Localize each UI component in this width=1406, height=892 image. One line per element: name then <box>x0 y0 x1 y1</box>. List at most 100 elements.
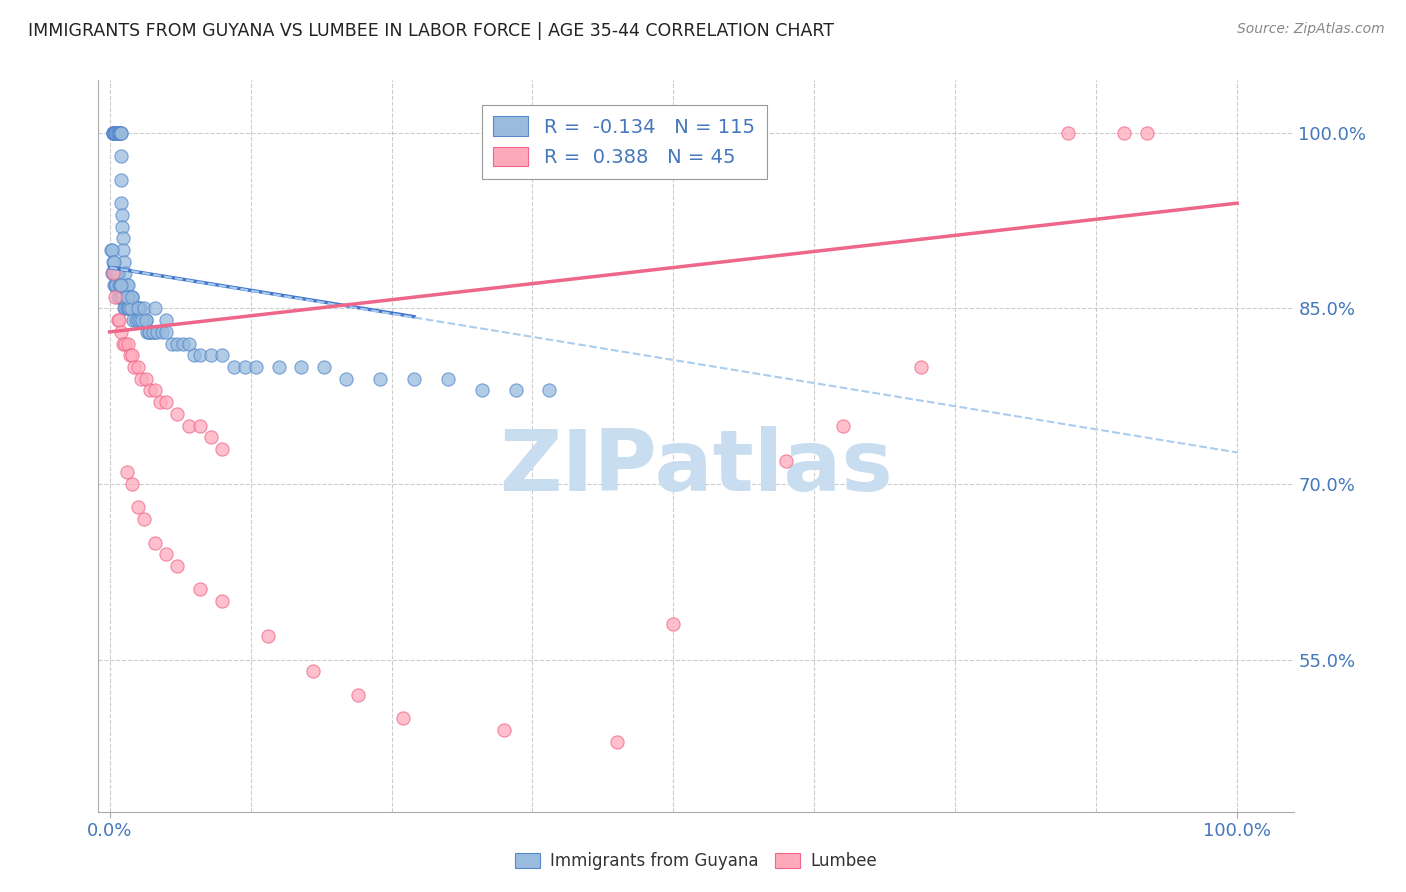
Point <box>127 313 149 327</box>
Point <box>124 359 146 374</box>
Point <box>105 126 128 140</box>
Point <box>404 372 426 386</box>
Point <box>1057 126 1080 140</box>
Point <box>122 313 145 327</box>
Point <box>115 301 138 316</box>
Point <box>346 688 368 702</box>
Point <box>662 617 685 632</box>
Point <box>177 336 200 351</box>
Point <box>149 395 172 409</box>
Point <box>127 301 149 316</box>
Legend: Immigrants from Guyana, Lumbee: Immigrants from Guyana, Lumbee <box>509 846 883 877</box>
Point <box>104 266 127 280</box>
Text: Source: ZipAtlas.com: Source: ZipAtlas.com <box>1237 22 1385 37</box>
Point <box>505 384 527 398</box>
Point <box>245 359 267 374</box>
Point <box>107 126 129 140</box>
Point <box>143 384 166 398</box>
Point <box>127 359 149 374</box>
Point <box>114 336 136 351</box>
Point <box>141 325 163 339</box>
Point <box>155 325 177 339</box>
Point <box>134 313 156 327</box>
Point <box>200 348 222 362</box>
Point <box>117 301 139 316</box>
Point <box>107 126 129 140</box>
Point <box>129 372 152 386</box>
Point <box>129 301 152 316</box>
Point <box>112 231 135 245</box>
Point <box>166 558 188 573</box>
Point <box>114 301 136 316</box>
Point <box>132 512 155 526</box>
Point <box>471 384 494 398</box>
Text: IMMIGRANTS FROM GUYANA VS LUMBEE IN LABOR FORCE | AGE 35-44 CORRELATION CHART: IMMIGRANTS FROM GUYANA VS LUMBEE IN LABO… <box>28 22 834 40</box>
Point <box>128 301 150 316</box>
Point <box>290 359 312 374</box>
Point <box>155 547 177 561</box>
Point <box>110 290 132 304</box>
Point <box>121 290 143 304</box>
Point <box>129 313 152 327</box>
Point <box>103 126 125 140</box>
Point <box>110 126 132 140</box>
Point <box>120 290 142 304</box>
Point <box>132 301 155 316</box>
Point <box>104 278 127 293</box>
Point <box>117 278 139 293</box>
Point <box>110 173 132 187</box>
Point <box>101 266 124 280</box>
Point <box>107 278 129 293</box>
Point <box>160 336 183 351</box>
Point <box>143 301 166 316</box>
Point <box>108 126 131 140</box>
Point <box>121 290 143 304</box>
Point <box>437 372 460 386</box>
Point <box>138 325 160 339</box>
Point <box>112 254 135 268</box>
Point <box>112 336 135 351</box>
Point <box>107 266 129 280</box>
Point <box>910 359 932 374</box>
Point <box>107 126 129 140</box>
Point <box>188 418 211 433</box>
Point <box>108 278 131 293</box>
Point <box>494 723 516 737</box>
Point <box>107 290 129 304</box>
Point <box>139 384 162 398</box>
Point <box>256 629 278 643</box>
Point <box>105 266 128 280</box>
Point <box>172 336 194 351</box>
Point <box>121 301 143 316</box>
Point <box>104 126 127 140</box>
Point <box>606 734 628 748</box>
Point <box>129 313 152 327</box>
Point <box>188 348 211 362</box>
Point <box>211 594 233 608</box>
Point <box>103 126 125 140</box>
Point <box>112 301 135 316</box>
Point <box>132 313 155 327</box>
Point <box>103 278 125 293</box>
Point <box>111 290 134 304</box>
Point <box>110 325 132 339</box>
Point <box>107 313 129 327</box>
Point <box>188 582 211 597</box>
Point <box>135 372 157 386</box>
Point <box>831 418 853 433</box>
Text: ZIPatlas: ZIPatlas <box>499 426 893 509</box>
Point <box>132 313 155 327</box>
Point <box>112 290 135 304</box>
Point <box>118 290 141 304</box>
Point <box>143 325 166 339</box>
Point <box>131 313 153 327</box>
Point <box>124 301 146 316</box>
Point <box>107 313 129 327</box>
Point <box>135 325 157 339</box>
Point <box>183 348 205 362</box>
Point <box>138 325 160 339</box>
Point <box>166 336 188 351</box>
Point <box>104 290 127 304</box>
Point <box>139 325 162 339</box>
Point <box>121 477 143 491</box>
